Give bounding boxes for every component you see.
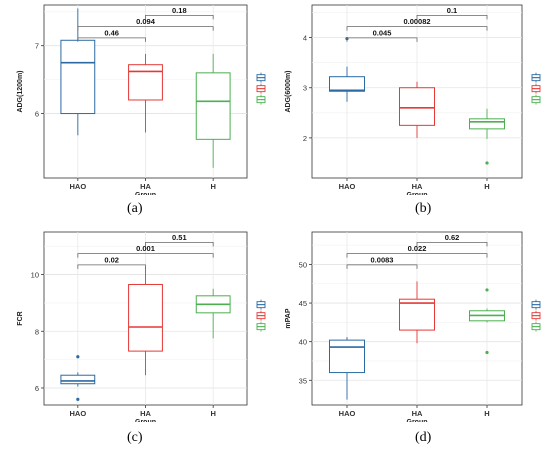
comparison-p-value: 0.51	[172, 233, 187, 242]
x-tick-label: HA	[140, 182, 151, 191]
x-tick-label: HAO	[339, 182, 356, 191]
comparison-bracket	[77, 26, 214, 31]
comparison-p-value: 0.001	[136, 244, 155, 253]
y-tick-label: 7	[35, 42, 39, 51]
box-h	[469, 118, 505, 130]
y-tick-label: 50	[299, 260, 307, 269]
box-hao	[60, 39, 96, 115]
panel-a: 6 7 HAO HA H Group ADG(1200m) 0.46 0.094 0.18 (a)	[0, 0, 275, 227]
x-tick-label: HAO	[69, 409, 86, 418]
x-tick-label: HAO	[339, 409, 356, 418]
comparison-bracket	[416, 14, 488, 20]
comparison-bracket	[145, 14, 214, 20]
box-ha	[128, 64, 163, 101]
x-tick-label: HAO	[69, 182, 86, 191]
box-hao	[60, 374, 96, 385]
y-axis-title: FCR	[17, 311, 24, 325]
y-axis-title: ADG(1200m)	[17, 70, 24, 112]
comparison-p-value: 0.1	[447, 6, 457, 15]
comparison-p-value: 0.00082	[403, 17, 430, 26]
box-ha	[399, 298, 435, 331]
box-plot-c: 6 8 10 HAO HA H Group FCR 0.02 0.001 0.51	[17, 231, 266, 422]
box-hao	[329, 76, 365, 92]
box-hao	[329, 339, 365, 374]
x-tick-label: H	[484, 182, 489, 191]
outlier-point	[76, 355, 80, 359]
y-tick-label: 6	[35, 384, 39, 393]
y-tick-label: 40	[299, 338, 307, 347]
comparison-p-value: 0.46	[104, 28, 119, 37]
box-ha	[128, 283, 163, 352]
y-tick-label: 2	[303, 134, 307, 143]
x-tick-label: HA	[140, 409, 151, 418]
x-tick-label: HA	[412, 409, 423, 418]
comparison-bracket	[145, 241, 214, 247]
y-tick-label: 35	[299, 376, 307, 385]
x-tick-label: H	[484, 409, 489, 418]
comparison-p-value: 0.02	[104, 255, 119, 264]
comparison-p-value: 0.094	[136, 17, 156, 26]
outlier-point	[485, 161, 489, 165]
outlier-point	[485, 350, 489, 355]
x-tick-label: H	[210, 409, 215, 418]
outlier-point	[485, 288, 489, 292]
comparison-p-value: 0.62	[445, 233, 460, 242]
comparison-bracket	[346, 264, 418, 269]
comparison-bracket	[416, 241, 488, 247]
panel-c: 6 8 10 HAO HA H Group FCR 0.02 0.001 0.51 (c)	[0, 227, 275, 454]
panel-d: 35 40 45 50 HAO HA H Group mPAP 0.0083 0.022 0.62 (…	[275, 227, 550, 454]
outlier-point	[76, 397, 80, 401]
x-axis-title: Group	[407, 419, 428, 422]
x-tick-label: H	[210, 182, 215, 191]
comparison-bracket	[77, 264, 146, 269]
comparison-bracket	[77, 253, 214, 258]
y-axis-title: ADG(6000m)	[285, 70, 292, 112]
comparison-p-value: 0.0083	[371, 255, 394, 264]
box-h	[195, 72, 231, 140]
panel-b: 234HAOHAHGroupADG(6000m)0.0450.000820.1 …	[275, 0, 550, 227]
comparison-bracket	[346, 253, 488, 258]
x-axis-title: Group	[407, 192, 428, 195]
x-axis-title: Group	[135, 192, 156, 195]
y-tick-label: 45	[299, 299, 307, 308]
y-tick-label: 10	[31, 271, 39, 280]
x-axis-title: Group	[135, 419, 156, 422]
y-tick-label: 8	[35, 327, 39, 336]
caption-c: (c)	[127, 430, 143, 445]
box-plot-d: 35 40 45 50 HAO HA H Group mPAP 0.0083 0.022 0.62	[285, 231, 541, 422]
box-ha	[399, 87, 435, 126]
y-tick-label: 4	[303, 34, 307, 43]
comparison-p-value: 0.045	[373, 28, 392, 37]
y-axis-title: mPAP	[285, 308, 292, 328]
comparison-p-value: 0.022	[408, 244, 427, 253]
box-plot-a: 6 7 HAO HA H Group ADG(1200m) 0.46 0.094 0.18	[17, 4, 266, 195]
y-tick-label: 6	[35, 110, 39, 119]
x-tick-label: HA	[412, 182, 423, 191]
comparison-bracket	[346, 26, 488, 31]
caption-d: (d)	[415, 430, 432, 445]
caption-a: (a)	[127, 201, 143, 216]
comparison-p-value: 0.18	[172, 6, 187, 15]
caption-b: (b)	[415, 201, 432, 216]
comparison-bracket	[77, 37, 146, 42]
y-tick-label: 3	[303, 84, 307, 93]
comparison-bracket	[346, 37, 418, 42]
box-plot-b: 2 3 4 HAO HA H Group ADG(6000m) 0.045 0.00082 0.1	[285, 4, 541, 195]
